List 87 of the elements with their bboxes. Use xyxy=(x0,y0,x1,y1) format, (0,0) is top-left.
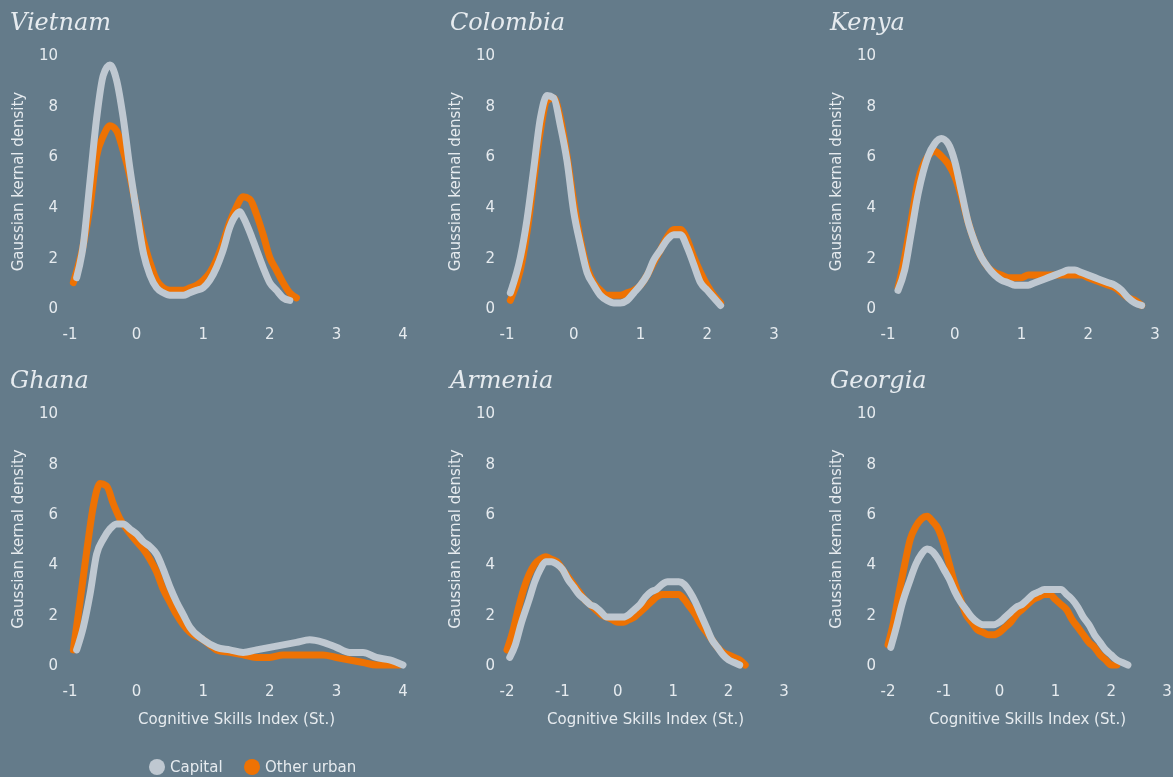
x-tick-label: 3 xyxy=(779,682,789,700)
x-tick-label: 0 xyxy=(568,325,579,343)
x-tick-label: 2 xyxy=(265,325,275,343)
x-tick-label: 0 xyxy=(131,325,142,343)
y-tick-label: 2 xyxy=(485,605,495,624)
y-tick-label: 0 xyxy=(48,656,58,675)
y-tick-label: 8 xyxy=(485,96,495,115)
x-tick-label: 3 xyxy=(1150,325,1160,343)
y-tick-label: 10 xyxy=(856,46,876,65)
y-tick-label: 10 xyxy=(856,404,876,423)
x-tick-label: -1 xyxy=(62,325,78,343)
y-tick-label: 10 xyxy=(475,46,495,65)
chart-title: Vietnam xyxy=(10,8,111,36)
x-tick-label: 0 xyxy=(994,682,1005,700)
x-tick-label: -2 xyxy=(880,682,896,700)
x-tick-label: 0 xyxy=(131,682,142,700)
y-axis-title: Gaussian kernal density xyxy=(9,449,27,629)
y-tick-label: 0 xyxy=(866,299,876,318)
y-tick-label: 4 xyxy=(48,555,58,574)
chart-title: Armenia xyxy=(448,366,554,394)
y-tick-label: 6 xyxy=(485,147,495,166)
y-tick-label: 8 xyxy=(485,454,495,473)
y-tick-label: 6 xyxy=(48,147,58,166)
x-tick-label: 2 xyxy=(723,682,734,700)
y-tick-label: 6 xyxy=(485,505,495,524)
y-tick-label: 2 xyxy=(866,605,876,624)
y-tick-label: 6 xyxy=(866,505,876,524)
x-tick-label: -2 xyxy=(499,682,515,700)
x-tick-label: -1 xyxy=(936,682,952,700)
x-axis-title: Cognitive Skills Index (St.) xyxy=(547,710,744,728)
x-tick-label: -1 xyxy=(499,325,515,343)
x-tick-label: 0 xyxy=(613,682,623,700)
y-tick-label: 4 xyxy=(866,555,876,574)
x-axis-title: Cognitive Skills Index (St.) xyxy=(929,710,1126,728)
x-tick-label: 4 xyxy=(398,682,408,700)
y-tick-label: 4 xyxy=(48,198,58,217)
x-tick-label: 3 xyxy=(1162,682,1172,700)
y-tick-label: 4 xyxy=(485,555,495,574)
y-tick-label: 0 xyxy=(485,299,495,318)
y-tick-label: 8 xyxy=(48,96,58,115)
legend-label: Capital xyxy=(170,758,223,777)
y-tick-label: 2 xyxy=(866,248,876,267)
x-tick-label: 1 xyxy=(1016,325,1027,343)
y-axis-title: Gaussian kernal density xyxy=(9,91,27,272)
x-axis-title: Cognitive Skills Index (St.) xyxy=(138,710,335,728)
x-tick-label: 3 xyxy=(331,682,342,700)
x-tick-label: 1 xyxy=(668,682,678,700)
x-tick-label: 2 xyxy=(1083,325,1094,343)
chart-title: Georgia xyxy=(830,366,927,394)
y-tick-label: 10 xyxy=(38,46,58,65)
x-tick-label: 1 xyxy=(198,682,208,700)
y-tick-label: 6 xyxy=(48,505,58,524)
y-tick-label: 0 xyxy=(866,656,876,675)
chart-title: Ghana xyxy=(10,366,89,394)
x-tick-label: -1 xyxy=(554,682,570,700)
x-tick-label: 2 xyxy=(702,325,713,343)
y-tick-label: 8 xyxy=(866,96,876,115)
y-tick-label: 2 xyxy=(48,248,58,267)
chart-title: Colombia xyxy=(450,8,566,36)
y-tick-label: 4 xyxy=(485,198,495,217)
y-tick-label: 2 xyxy=(48,605,58,624)
y-axis-title: Gaussian kernal density xyxy=(446,91,464,272)
chart-title: Kenya xyxy=(829,8,905,36)
x-tick-label: -1 xyxy=(880,325,896,343)
y-tick-label: 6 xyxy=(866,147,876,166)
x-tick-label: 3 xyxy=(769,325,779,343)
y-tick-label: 10 xyxy=(475,404,495,423)
x-tick-label: 4 xyxy=(398,325,408,343)
x-tick-label: 1 xyxy=(198,325,208,343)
x-tick-label: 0 xyxy=(949,325,960,343)
x-tick-label: 3 xyxy=(331,325,342,343)
x-tick-label: 1 xyxy=(1050,682,1061,700)
y-tick-label: 2 xyxy=(485,248,495,267)
x-tick-label: 2 xyxy=(1106,682,1116,700)
y-axis-title: Gaussian kernal density xyxy=(827,449,845,629)
x-tick-label: 1 xyxy=(635,325,646,343)
y-axis-title: Gaussian kernal density xyxy=(446,449,464,629)
y-tick-label: 0 xyxy=(48,299,58,318)
y-tick-label: 0 xyxy=(485,656,495,675)
y-axis-title: Gaussian kernal density xyxy=(827,91,845,272)
y-tick-label: 4 xyxy=(866,198,876,217)
legend-label: Other urban xyxy=(265,758,357,777)
y-tick-label: 8 xyxy=(48,454,58,473)
y-tick-label: 10 xyxy=(38,404,58,423)
x-tick-label: -1 xyxy=(62,682,78,700)
x-tick-label: 2 xyxy=(265,682,275,700)
y-tick-label: 8 xyxy=(866,454,876,473)
